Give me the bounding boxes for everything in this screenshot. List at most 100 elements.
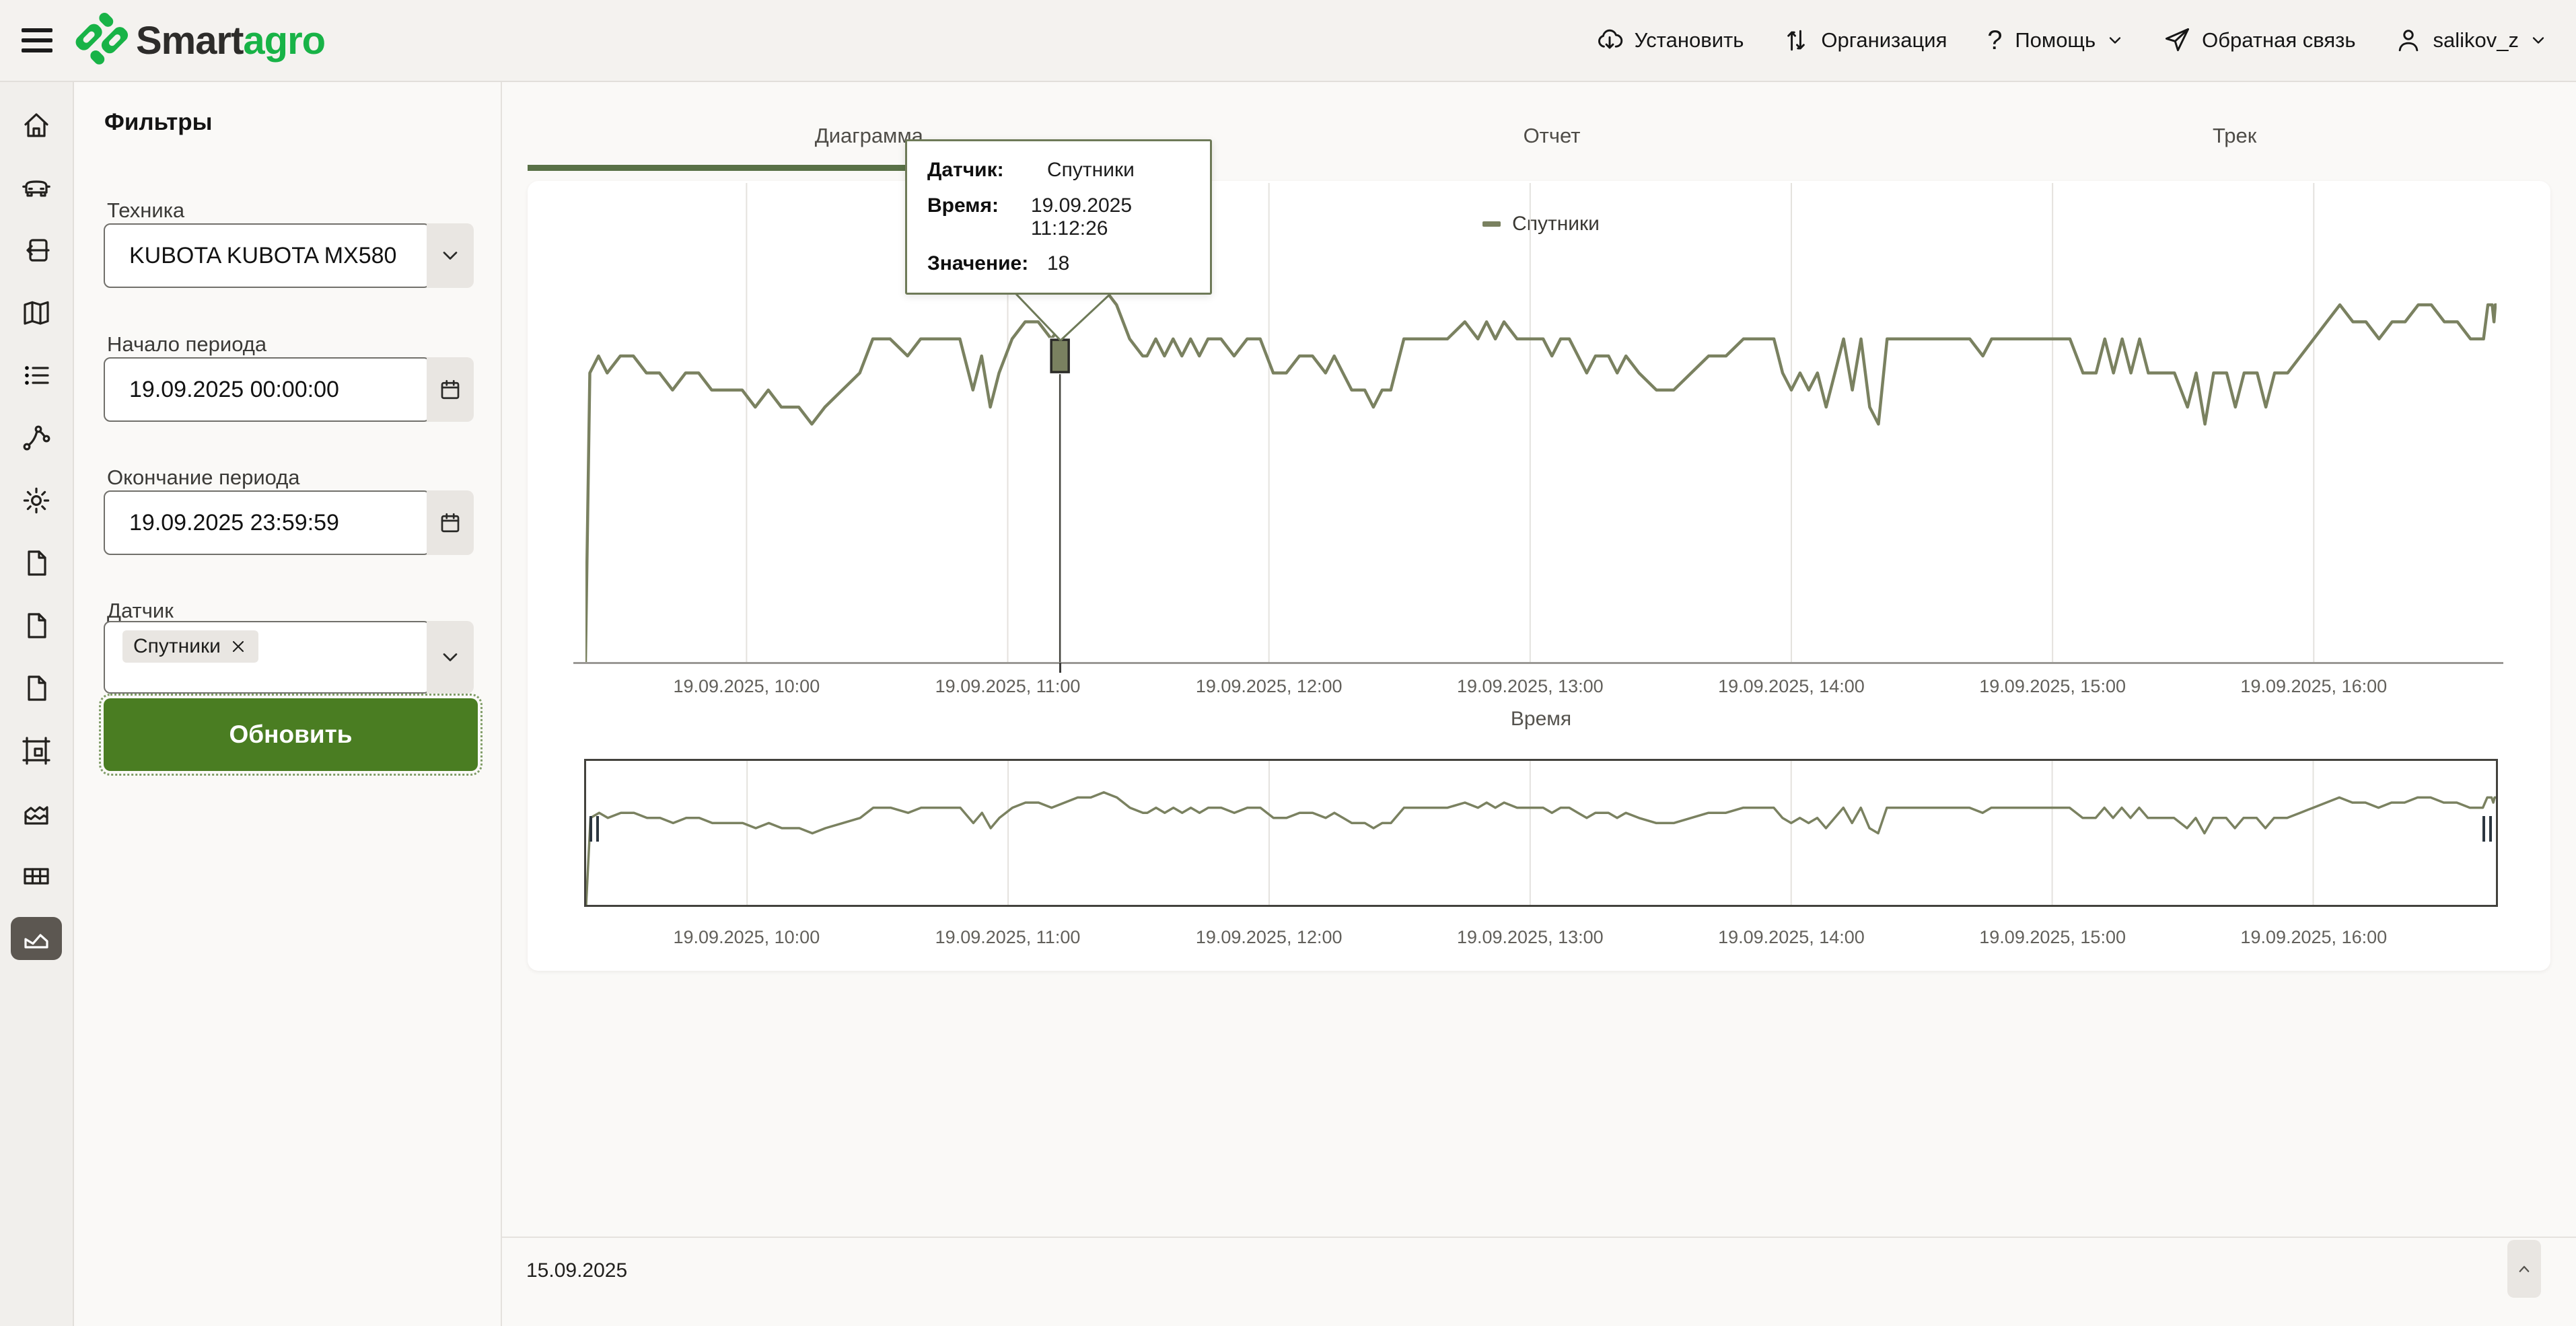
scroll-to-top-button[interactable] (2507, 1240, 2541, 1298)
tech-dropdown-button[interactable] (427, 223, 474, 288)
sidebar-item-line-chart[interactable] (0, 907, 73, 969)
main-chart-plot[interactable] (583, 183, 2497, 663)
sidebar-item-home[interactable] (0, 94, 73, 156)
sensor-field: Спутники (104, 621, 474, 694)
help-menu[interactable]: ? Помощь (1984, 26, 2124, 56)
top-bar: Smartagro Установить Организация ? Помощ… (0, 0, 2576, 82)
document-icon (28, 675, 46, 701)
tab-report[interactable]: Отчет (1523, 124, 1581, 147)
main-x-tick-labels: 19.09.2025, 10:00 19.09.2025, 11:00 19.09.… (585, 676, 2497, 703)
x-tick-label: 19.09.2025, 13:00 (1456, 927, 1604, 947)
sensor-multiselect[interactable]: Спутники (104, 621, 431, 694)
tooltip-row: Значение: 18 (907, 252, 1210, 275)
tooltip-time-label: Время: (927, 194, 999, 217)
navigator-x-tick-labels: 19.09.2025, 10:00 19.09.2025, 11:00 19.09.… (585, 927, 2497, 954)
sensor-label: Датчик (107, 599, 174, 622)
tooltip-value-label: Значение: (927, 252, 1029, 274)
period-start-calendar-button[interactable] (427, 357, 474, 422)
sidebar-item-document-3[interactable] (0, 657, 73, 719)
navigator-right-handle[interactable] (2482, 816, 2493, 842)
sidebar-item-import[interactable] (0, 219, 73, 281)
user-icon (2398, 30, 2418, 52)
smartagro-logo-icon (75, 13, 129, 65)
tab-track[interactable]: Трек (2213, 124, 2257, 147)
list-icon (25, 365, 49, 385)
sidebar-item-document-1[interactable] (0, 531, 73, 594)
organization-label: Организация (1821, 28, 1947, 52)
sidebar-item-vehicles[interactable] (0, 156, 73, 219)
tech-field (104, 223, 474, 288)
feedback-label: Обратная связь (2202, 28, 2356, 52)
period-end-input[interactable] (104, 490, 431, 555)
x-axis-title: Время (1510, 708, 1572, 730)
sidebar-item-area-chart[interactable] (0, 782, 73, 844)
tooltip-row: Датчик: Спутники (907, 159, 1210, 182)
chart-navigator[interactable] (584, 759, 2498, 907)
organization-button[interactable]: Организация (1781, 26, 1947, 55)
crosshair-axis-tick (1059, 663, 1062, 673)
user-menu[interactable]: salikov_z (2394, 26, 2548, 55)
x-tick-label: 19.09.2025, 16:00 (2240, 927, 2388, 947)
footer-date: 15.09.2025 (526, 1259, 628, 1282)
period-end-field (104, 490, 474, 555)
filters-title: Фильтры (104, 109, 213, 135)
period-end-calendar-button[interactable] (427, 490, 474, 555)
question-mark-icon: ? (1987, 25, 2003, 55)
x-tick-label: 19.09.2025, 13:00 (1456, 676, 1604, 696)
period-start-field (104, 357, 474, 422)
x-tick-label: 19.09.2025, 12:00 (1195, 676, 1343, 696)
x-tick-label: 19.09.2025, 14:00 (1718, 676, 1865, 696)
footer-divider (502, 1237, 2576, 1238)
calendar-icon (441, 379, 460, 400)
sync-arrows-icon (1787, 30, 1805, 51)
sidebar-item-document-2[interactable] (0, 594, 73, 657)
install-label: Установить (1634, 28, 1744, 52)
navigator-svg (585, 761, 2496, 906)
hamburger-menu-icon[interactable] (22, 28, 52, 52)
chart-tooltip: Датчик: Спутники Время: 19.09.2025 11:12… (905, 139, 1212, 295)
import-arrow-icon (26, 238, 50, 262)
tech-label: Техника (107, 198, 185, 222)
username-label: salikov_z (2433, 28, 2519, 52)
period-start-input[interactable] (104, 357, 431, 422)
sidebar-item-table[interactable] (0, 844, 73, 907)
feedback-button[interactable]: Обратная связь (2162, 26, 2356, 55)
legend-marker (1482, 221, 1501, 227)
area-chart-icon (24, 805, 48, 825)
sidebar-item-list[interactable] (0, 344, 73, 406)
x-tick-label: 19.09.2025, 12:00 (1195, 927, 1343, 947)
sensor-chip[interactable]: Спутники (122, 630, 258, 663)
tooltip-value-value: 18 (1047, 252, 1070, 274)
chart-card (528, 181, 2550, 971)
sidebar-item-map[interactable] (0, 281, 73, 344)
close-icon[interactable] (229, 637, 248, 656)
gear-icon (23, 487, 50, 513)
x-tick-label: 19.09.2025, 10:00 (673, 676, 820, 696)
main-chart-svg (583, 183, 2497, 663)
chevron-down-icon (443, 252, 458, 260)
paper-plane-icon (2166, 28, 2190, 52)
map-icon (24, 301, 49, 325)
tooltip-sensor-value: Спутники (1047, 159, 1135, 182)
cloud-download-icon (1598, 29, 1622, 49)
line-chart-icon (24, 933, 48, 949)
sidebar-item-settings[interactable] (0, 469, 73, 531)
document-icon (28, 612, 46, 638)
brand-logo[interactable]: Smartagro (70, 9, 326, 71)
install-button[interactable]: Установить (1595, 26, 1744, 55)
tech-input[interactable] (104, 223, 431, 288)
chart-legend[interactable]: Спутники (585, 213, 2497, 235)
icon-sidebar (0, 82, 74, 1326)
refresh-button[interactable]: Обновить (99, 694, 482, 776)
x-tick-label: 19.09.2025, 14:00 (1718, 927, 1865, 947)
sidebar-item-network[interactable] (0, 406, 73, 469)
network-branch-icon (23, 425, 50, 450)
filters-panel: Фильтры Техника Начало периода Окончание… (74, 82, 502, 1326)
sidebar-item-frame[interactable] (0, 719, 73, 782)
sensor-dropdown-button[interactable] (427, 621, 474, 694)
help-label: Помощь (2015, 28, 2096, 52)
chevron-up-icon (2519, 1265, 2530, 1272)
navigator-left-handle[interactable] (589, 816, 600, 842)
x-tick-label: 19.09.2025, 11:00 (935, 927, 1081, 947)
